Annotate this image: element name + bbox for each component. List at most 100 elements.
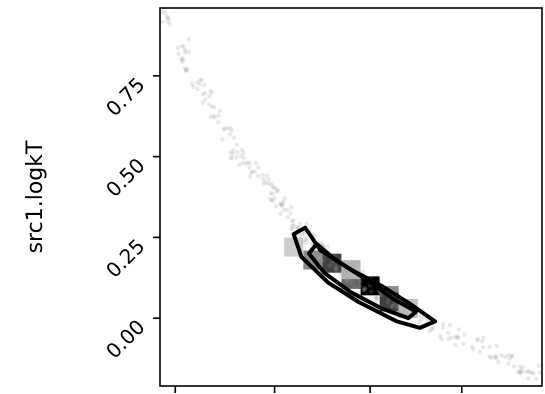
scatter-point	[499, 353, 504, 358]
scatter-point	[285, 207, 290, 213]
scatter-point	[350, 280, 355, 285]
scatter-point	[212, 114, 218, 120]
scatter-point	[374, 294, 379, 300]
scatter-point	[217, 108, 222, 113]
scatter-point	[526, 376, 531, 381]
scatter-point	[240, 160, 245, 166]
scatter-point	[266, 181, 271, 187]
scatter-point	[278, 202, 283, 207]
scatter-point	[237, 162, 242, 167]
scatter-point	[263, 180, 268, 185]
scatter-point	[297, 221, 302, 226]
scatter-point	[185, 66, 190, 72]
scatter-point	[471, 347, 476, 352]
scatter-point	[261, 181, 266, 186]
scatter-point	[184, 68, 189, 73]
scatter-point	[529, 370, 535, 376]
scatter-point	[475, 337, 481, 342]
scatter-point	[229, 128, 234, 134]
scatter-point	[325, 244, 330, 249]
scatter-point	[530, 370, 536, 376]
scatter-point	[318, 255, 324, 260]
scatter-point	[167, 22, 172, 27]
scatter-point	[333, 264, 338, 269]
scatter-point	[290, 218, 296, 223]
scatter-point	[301, 231, 307, 236]
scatter-point	[294, 225, 299, 230]
scatter-point	[446, 330, 451, 335]
scatter-point	[327, 263, 332, 268]
scatter-point	[301, 239, 306, 245]
contour-layer	[291, 225, 438, 330]
scatter-point	[299, 232, 305, 237]
scatter-point	[439, 336, 444, 342]
y-axis-label: src1.logkT	[23, 140, 48, 253]
scatter-point	[216, 113, 221, 118]
scatter-point	[385, 299, 390, 305]
scatter-point	[280, 202, 285, 207]
scatter-point	[211, 114, 216, 119]
scatter-point	[477, 349, 482, 355]
scatter-point	[362, 286, 368, 291]
scatter-point	[536, 363, 542, 368]
scatter-point	[273, 204, 279, 209]
scatter-point	[316, 257, 321, 262]
scatter-point	[260, 172, 265, 178]
scatter-point	[338, 270, 343, 276]
scatter-point	[448, 335, 454, 340]
scatter-point	[222, 126, 228, 131]
scatter-point	[526, 369, 531, 374]
scatter-point	[303, 237, 309, 242]
scatter-point	[290, 218, 295, 224]
scatter-point	[275, 188, 281, 193]
scatter-point	[178, 57, 184, 62]
scatter-point	[228, 155, 234, 161]
scatter-point	[278, 211, 283, 216]
scatter-point	[208, 88, 213, 94]
scatter-point	[165, 19, 170, 25]
scatter-point	[285, 215, 291, 220]
scatter-point	[453, 343, 458, 348]
scatter-point	[256, 165, 261, 170]
scatter-point	[202, 90, 208, 96]
scatter-point	[195, 80, 200, 85]
scatter-point	[369, 289, 374, 294]
scatter-point	[339, 273, 344, 279]
scatter-point	[241, 150, 246, 155]
scatter-point	[197, 81, 202, 87]
scatter-point	[186, 36, 191, 42]
scatter-point	[272, 195, 277, 201]
scatter-point	[253, 160, 259, 166]
scatter-point	[231, 148, 236, 153]
scatter-point	[183, 68, 189, 73]
scatter-point	[487, 354, 493, 359]
scatter-point	[519, 370, 524, 375]
scatter-point	[225, 125, 231, 131]
scatter-point	[175, 45, 181, 50]
scatter-point	[351, 264, 356, 270]
scatter-point	[437, 334, 443, 339]
scatter-point	[304, 240, 309, 246]
scatter-point	[181, 57, 186, 63]
scatter-point	[206, 102, 212, 107]
scatter-point	[179, 43, 185, 49]
scatter-point	[181, 44, 186, 50]
scatter-point	[297, 233, 302, 238]
scatter-point	[247, 161, 253, 166]
scatter-point	[520, 365, 525, 370]
scatter-point	[164, 15, 170, 20]
scatter-point	[378, 293, 384, 298]
scatter-point	[516, 369, 521, 375]
scatter-point	[493, 356, 499, 361]
scatter-point	[374, 296, 379, 301]
scatter-point	[374, 296, 380, 301]
scatter-point	[361, 287, 367, 292]
scatter-point	[496, 359, 501, 364]
scatter-point	[427, 329, 432, 334]
scatter-point	[235, 150, 240, 155]
scatter-point	[419, 317, 424, 322]
scatter-point	[290, 223, 295, 228]
scatter-point	[361, 287, 366, 293]
scatter-point	[456, 335, 461, 341]
